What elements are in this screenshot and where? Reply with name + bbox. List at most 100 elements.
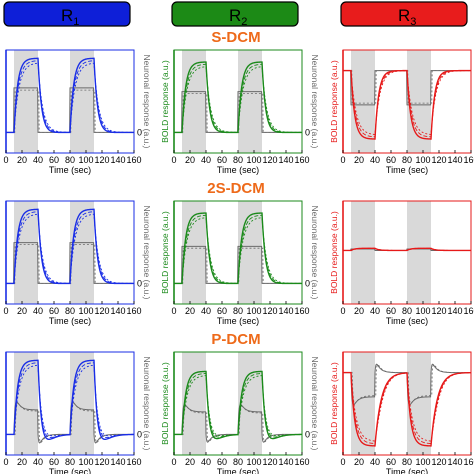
x-tick-label: 160 [126, 155, 141, 165]
x-tick-label: 80 [233, 457, 243, 467]
x-tick-label: 120 [431, 306, 446, 316]
x-tick-label: 60 [49, 306, 59, 316]
x-tick-label: 20 [354, 306, 364, 316]
stimulus-block [182, 352, 206, 455]
x-tick-label: 100 [78, 306, 93, 316]
x-tick-label: 40 [33, 155, 43, 165]
bold-ylabel: BOLD response (a.u.) [160, 362, 170, 445]
x-tick-label: 0 [340, 155, 345, 165]
neuronal-ylabel: Neuronal response (a.u.) [310, 205, 320, 299]
zero-label: 0 [137, 127, 142, 137]
x-tick-label: 20 [17, 155, 27, 165]
neuronal-line-dashed [343, 364, 471, 404]
x-tick-label: 100 [78, 155, 93, 165]
bold-line [343, 247, 471, 251]
x-axis-title: Time (sec) [386, 165, 428, 175]
x-tick-label: 160 [126, 306, 141, 316]
bold-line [343, 70, 471, 138]
panel-s-dcm-r1: 0 Neuronal response (a.u.)0 20 40 60 80 100 120… [3, 49, 152, 175]
x-tick-label: 0 [171, 457, 176, 467]
bold-ylabel: BOLD response (a.u.) [160, 60, 170, 143]
x-tick-label: 120 [94, 306, 109, 316]
x-tick-label: 40 [370, 155, 380, 165]
zero-label: 0 [305, 127, 310, 137]
region-label-r2: R2 [229, 6, 247, 28]
x-tick-label: 140 [110, 457, 125, 467]
x-tick-label: 160 [294, 306, 309, 316]
stimulus-block [238, 201, 262, 304]
stimulus-block [70, 201, 94, 304]
x-tick-label: 40 [33, 306, 43, 316]
stimulus-block [182, 50, 206, 153]
neuronal-ylabel: Neuronal response (a.u.) [142, 54, 152, 148]
x-tick-label: 140 [447, 306, 462, 316]
x-tick-label: 160 [463, 155, 474, 165]
x-tick-label: 80 [65, 155, 75, 165]
panel-2s-dcm-r1: 0 Neuronal response (a.u.)0 20 40 60 80 100 120… [3, 200, 152, 326]
stimulus-block [70, 50, 94, 153]
x-tick-label: 0 [3, 457, 8, 467]
region-header-r3: R3 [340, 1, 468, 28]
x-axis-title: Time (sec) [386, 316, 428, 326]
x-tick-label: 100 [415, 306, 430, 316]
x-tick-label: 0 [340, 306, 345, 316]
panel-grid: 0 Neuronal response (a.u.)0 20 40 60 80 100 120… [3, 49, 474, 474]
neuronal-ylabel: Neuronal response (a.u.) [142, 205, 152, 299]
bold-ylabel: BOLD response (a.u.) [160, 211, 170, 294]
x-tick-label: 0 [340, 457, 345, 467]
panel-p-dcm-r1: 0 Neuronal response (a.u.)0 20 40 60 80 100 120… [3, 351, 152, 474]
zero-label: 0 [305, 278, 310, 288]
x-tick-label: 140 [278, 457, 293, 467]
region-header-r2: R2 [171, 1, 299, 28]
panel-s-dcm-r2: 0 BOLD response (a.u.) Neuronal response (… [160, 49, 320, 175]
bold-line [6, 211, 134, 284]
x-tick-label: 60 [217, 155, 227, 165]
x-tick-label: 80 [233, 155, 243, 165]
x-tick-label: 120 [94, 457, 109, 467]
x-tick-label: 140 [278, 306, 293, 316]
x-tick-label: 0 [3, 306, 8, 316]
zero-label: 0 [137, 429, 142, 439]
x-tick-label: 140 [447, 155, 462, 165]
neuronal-line-dashed [6, 403, 134, 443]
bold-line [174, 66, 302, 133]
bold-line [174, 372, 302, 438]
x-tick-label: 100 [78, 457, 93, 467]
region-label-r1: R1 [61, 6, 79, 28]
x-tick-label: 140 [110, 155, 125, 165]
x-tick-label: 100 [246, 155, 261, 165]
x-axis-title: Time (sec) [217, 467, 259, 474]
bold-ylabel: BOLD response (a.u.) [329, 211, 339, 294]
bold-line [174, 214, 302, 284]
bold-ylabel: BOLD response (a.u.) [329, 60, 339, 143]
bold-line [174, 63, 302, 133]
x-tick-label: 40 [370, 457, 380, 467]
region-header-r1: R1 [3, 1, 131, 28]
x-tick-label: 40 [370, 306, 380, 316]
stimulus-block [14, 201, 38, 304]
x-tick-label: 60 [49, 155, 59, 165]
x-tick-label: 40 [201, 306, 211, 316]
region-box-r3 [340, 1, 468, 27]
model-title-2s-dcm: 2S-DCM [207, 180, 265, 197]
model-title-s-dcm: S-DCM [211, 29, 260, 46]
zero-label: 0 [305, 429, 310, 439]
x-tick-label: 80 [65, 457, 75, 467]
region-box-r1 [3, 1, 131, 27]
zero-label: 0 [137, 278, 142, 288]
x-tick-label: 60 [217, 306, 227, 316]
x-tick-label: 120 [262, 457, 277, 467]
stimulus-block [14, 50, 38, 153]
x-axis-title: Time (sec) [49, 467, 91, 474]
x-tick-label: 160 [294, 155, 309, 165]
x-tick-label: 60 [386, 306, 396, 316]
x-tick-label: 120 [262, 155, 277, 165]
x-tick-label: 120 [431, 155, 446, 165]
x-tick-label: 60 [386, 457, 396, 467]
bold-line [174, 375, 302, 437]
x-tick-label: 160 [126, 457, 141, 467]
x-tick-label: 20 [185, 306, 195, 316]
